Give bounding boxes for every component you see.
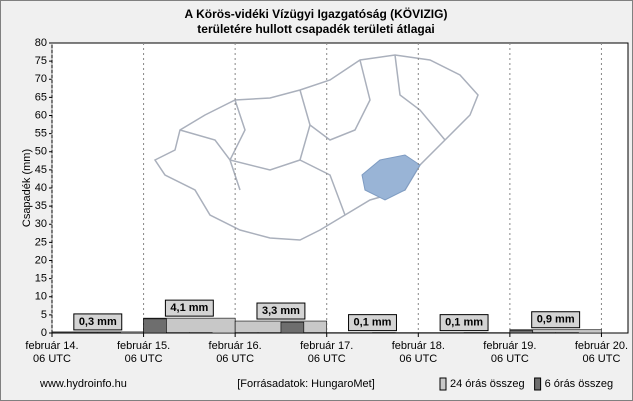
value-label-box: 0,3 mm (73, 313, 123, 331)
y-tick-label: 15 (35, 273, 47, 285)
y-tick-label: 70 (35, 73, 47, 85)
footer-credit: [Forrásadatok: HungaroMet] (237, 378, 375, 390)
value-label: 4,1 mm (170, 302, 208, 314)
x-tick-label: február 16. 06 UTC (209, 340, 262, 365)
value-label-bg (164, 299, 214, 317)
x-tick-label: február 18. 06 UTC (392, 340, 445, 365)
y-axis-title: Csapadék (mm) (21, 149, 33, 227)
legend-swatch (439, 377, 447, 391)
value-label-bg (256, 302, 306, 320)
footer-source: www.hydroinfo.hu (39, 378, 127, 390)
x-tick-label: február 20. 06 UTC (575, 340, 628, 365)
value-label: 0,3 mm (79, 316, 117, 328)
legend-label: 24 órás összeg (450, 378, 525, 390)
x-tick-label: február 14. 06 UTC (25, 340, 78, 365)
value-label: 0,9 mm (537, 314, 575, 326)
x-tick-label: február 15. 06 UTC (117, 340, 170, 365)
region-highlight (361, 154, 421, 201)
bar (143, 318, 167, 334)
y-tick-label: 75 (35, 55, 47, 67)
value-label-bg (439, 314, 489, 332)
bar (509, 330, 534, 334)
chart-title: területére hullott csapadék területi átl… (197, 22, 434, 36)
x-tick-label: február 17. 06 UTC (300, 340, 353, 365)
y-tick-label: 20 (35, 254, 47, 266)
y-tick-label: 40 (35, 182, 47, 194)
value-label-box: 0,9 mm (531, 311, 581, 329)
y-tick-label: 25 (35, 236, 47, 248)
y-tick-label: 35 (35, 200, 47, 212)
legend-label: 6 órás összeg (545, 378, 613, 390)
y-tick-label: 80 (35, 37, 47, 49)
value-label-box: 3,3 mm (256, 302, 306, 320)
y-tick-label: 0 (41, 327, 47, 339)
y-tick-label: 60 (35, 109, 47, 121)
y-tick-label: 45 (35, 164, 47, 176)
value-label: 0,1 mm (445, 317, 483, 329)
bar (280, 321, 305, 334)
y-tick-label: 50 (35, 146, 47, 158)
value-label-bg (73, 313, 123, 331)
value-label-box: 4,1 mm (164, 299, 214, 317)
y-tick-label: 65 (35, 91, 47, 103)
y-tick-label: 30 (35, 218, 47, 230)
plot-area (51, 42, 629, 334)
value-label: 0,1 mm (354, 317, 392, 329)
chart-title: A Körös-vidéki Vízügyi Igazgatóság (KÖVI… (185, 6, 448, 21)
value-label: 3,3 mm (262, 305, 300, 317)
value-label-box: 0,1 mm (348, 314, 397, 332)
x-tick-label: február 19. 06 UTC (483, 340, 536, 365)
value-label-box: 0,1 mm (439, 314, 489, 332)
value-label-bg (348, 314, 397, 332)
y-tick-label: 5 (41, 309, 47, 321)
legend-swatch (534, 377, 542, 391)
y-tick-label: 10 (35, 291, 47, 303)
value-label-bg (531, 311, 581, 329)
y-tick-label: 55 (35, 128, 47, 140)
